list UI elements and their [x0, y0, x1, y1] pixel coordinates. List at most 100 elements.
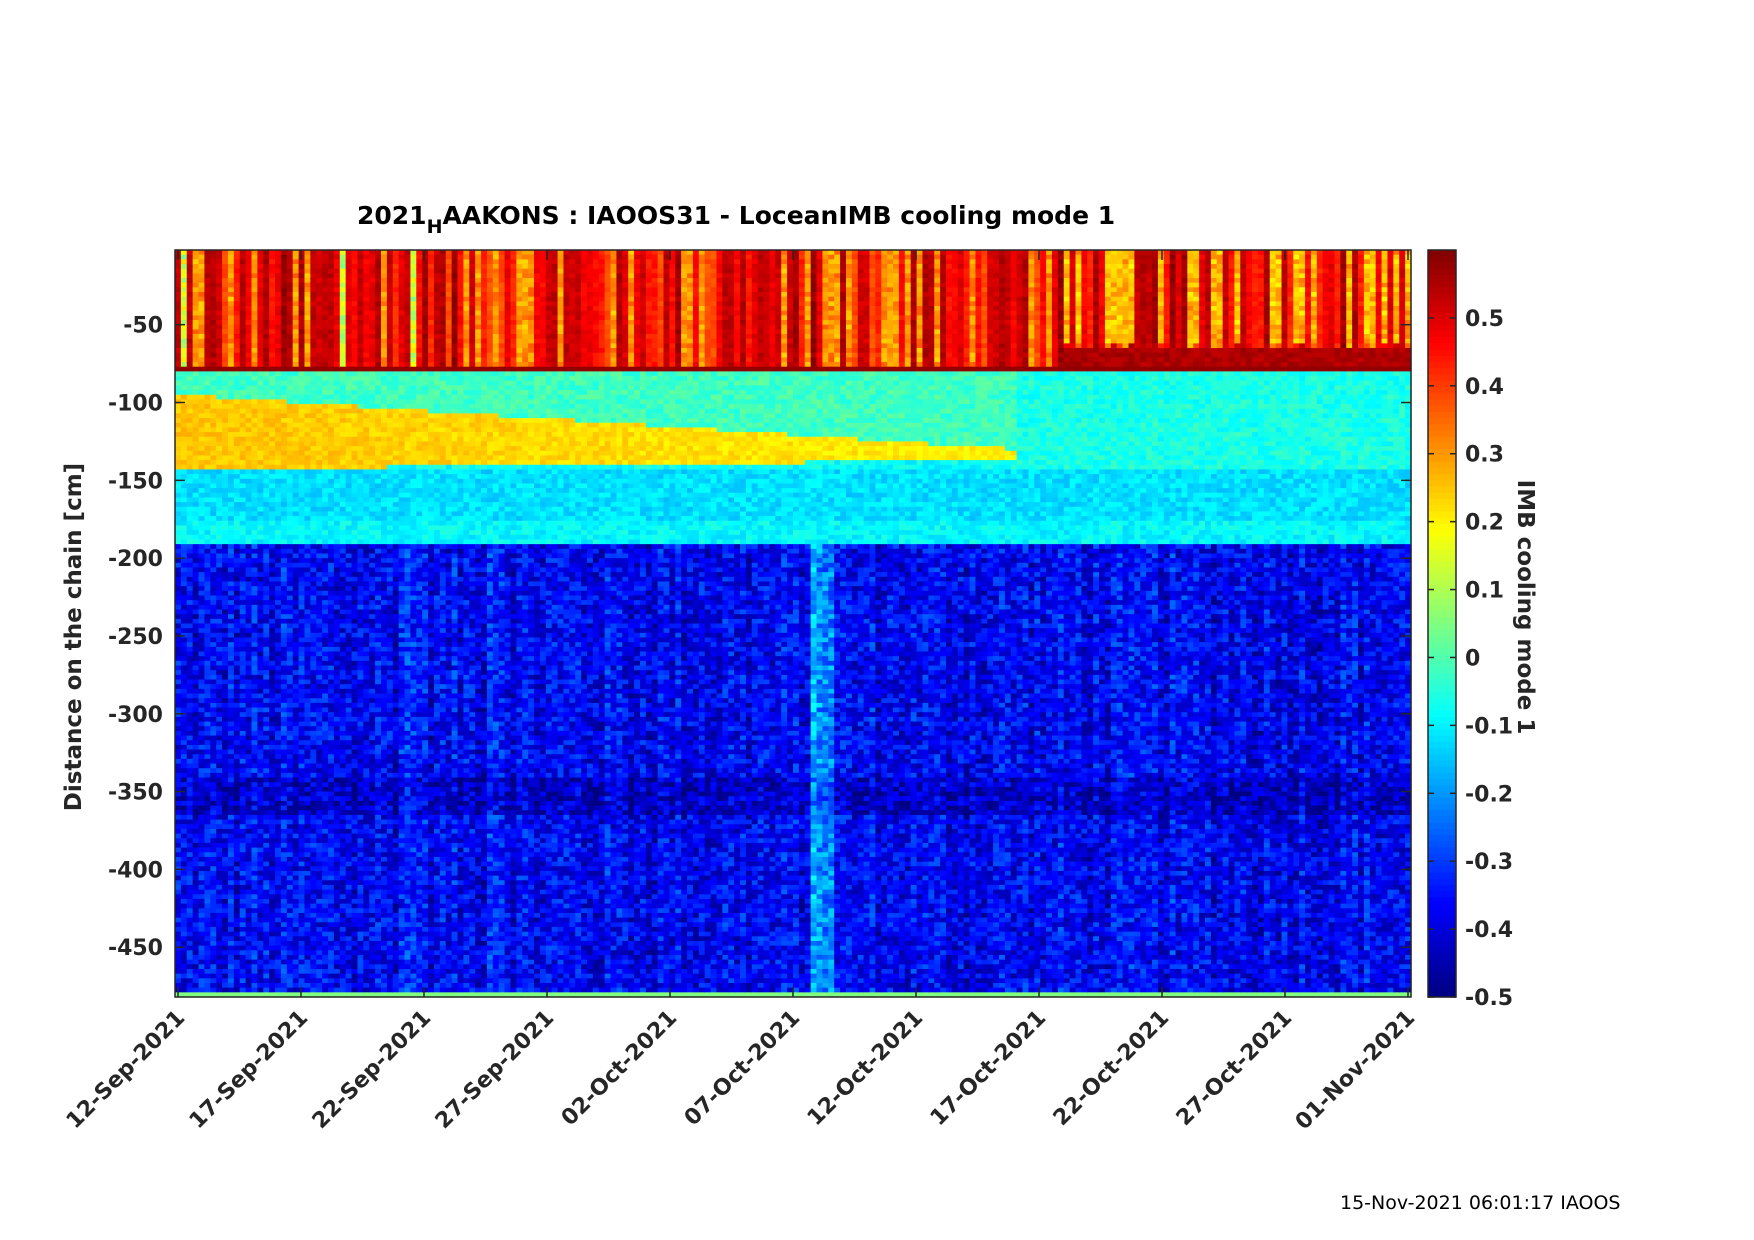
heatmap-cell: [263, 399, 269, 404]
heatmap-cell: [340, 633, 346, 638]
heatmap-cell: [310, 988, 316, 993]
heatmap-cell: [269, 726, 275, 731]
heatmap-cell: [175, 899, 181, 904]
heatmap-cell: [281, 446, 287, 451]
heatmap-cell: [322, 787, 328, 792]
heatmap-cell: [269, 395, 275, 400]
heatmap-cell: [304, 955, 310, 960]
heatmap-cell: [187, 913, 193, 918]
heatmap-cell: [334, 689, 340, 694]
heatmap-cell: [293, 694, 299, 699]
heatmap-cell: [246, 385, 252, 390]
heatmap-cell: [252, 796, 258, 801]
heatmap-cell: [193, 404, 199, 409]
heatmap-cell: [340, 451, 346, 456]
heatmap-cell: [234, 806, 240, 811]
heatmap-cell: [334, 642, 340, 647]
heatmap-cell: [234, 890, 240, 895]
heatmap-cell: [187, 932, 193, 937]
heatmap-cell: [304, 624, 310, 629]
heatmap-cell: [228, 815, 234, 820]
heatmap-cell: [181, 544, 187, 549]
heatmap-cell: [269, 493, 275, 498]
heatmap-cell: [334, 852, 340, 857]
heatmap-cell: [204, 628, 210, 633]
heatmap-cell: [252, 750, 258, 755]
heatmap-cell: [234, 708, 240, 713]
heatmap-cell: [193, 689, 199, 694]
heatmap-cell: [210, 978, 216, 983]
heatmap-cell: [240, 922, 246, 927]
heatmap-cell: [299, 619, 305, 624]
heatmap-cell: [193, 848, 199, 853]
heatmap-cell: [252, 918, 258, 923]
heatmap-cell: [328, 311, 334, 316]
heatmap-cell: [352, 329, 358, 334]
heatmap-cell: [222, 955, 228, 960]
heatmap-cell: [234, 969, 240, 974]
heatmap-cell: [193, 320, 199, 325]
heatmap-cell: [316, 259, 322, 264]
heatmap-cell: [346, 978, 352, 983]
heatmap-cell: [199, 773, 205, 778]
heatmap-cell: [204, 885, 210, 890]
heatmap-cell: [352, 978, 358, 983]
heatmap-cell: [252, 764, 258, 769]
heatmap-cell: [234, 619, 240, 624]
heatmap-cell: [175, 348, 181, 353]
heatmap-cell: [316, 493, 322, 498]
heatmap-cell: [204, 250, 210, 255]
heatmap-cell: [222, 269, 228, 274]
heatmap-cell: [181, 441, 187, 446]
heatmap-cell: [252, 708, 258, 713]
heatmap-cell: [240, 297, 246, 302]
heatmap-cell: [240, 913, 246, 918]
heatmap-cell: [281, 787, 287, 792]
heatmap-cell: [204, 423, 210, 428]
heatmap-cell: [304, 264, 310, 269]
heatmap-cell: [304, 362, 310, 367]
heatmap-cell: [275, 483, 281, 488]
heatmap-cell: [234, 581, 240, 586]
heatmap-cell: [322, 890, 328, 895]
heatmap-cell: [334, 348, 340, 353]
heatmap-cell: [346, 497, 352, 502]
heatmap-cell: [293, 320, 299, 325]
heatmap-cell: [293, 390, 299, 395]
heatmap-cell: [210, 778, 216, 783]
heatmap-cell: [193, 273, 199, 278]
heatmap-cell: [328, 567, 334, 572]
heatmap-cell: [275, 908, 281, 913]
heatmap-cell: [204, 311, 210, 316]
heatmap-cell: [204, 670, 210, 675]
heatmap-cell: [234, 343, 240, 348]
heatmap-cell: [210, 460, 216, 465]
heatmap-cell: [322, 694, 328, 699]
heatmap-cell: [299, 441, 305, 446]
heatmap-cell: [287, 325, 293, 330]
heatmap-cell: [199, 824, 205, 829]
heatmap-cell: [293, 563, 299, 568]
heatmap-cell: [222, 950, 228, 955]
heatmap-cell: [216, 722, 222, 727]
heatmap-cell: [275, 605, 281, 610]
heatmap-cell: [281, 493, 287, 498]
heatmap-cell: [234, 754, 240, 759]
heatmap-cell: [240, 712, 246, 717]
heatmap-cell: [340, 824, 346, 829]
heatmap-cell: [193, 609, 199, 614]
heatmap-cell: [204, 978, 210, 983]
heatmap-cell: [234, 390, 240, 395]
heatmap-cell: [240, 726, 246, 731]
heatmap-cell: [304, 712, 310, 717]
heatmap-cell: [322, 824, 328, 829]
heatmap-cell: [210, 960, 216, 965]
heatmap-cell: [304, 451, 310, 456]
heatmap-cell: [299, 838, 305, 843]
heatmap-cell: [346, 684, 352, 689]
heatmap-cell: [204, 278, 210, 283]
heatmap-cell: [346, 768, 352, 773]
heatmap-cell: [322, 549, 328, 554]
heatmap-cell: [334, 633, 340, 638]
heatmap-cell: [216, 824, 222, 829]
